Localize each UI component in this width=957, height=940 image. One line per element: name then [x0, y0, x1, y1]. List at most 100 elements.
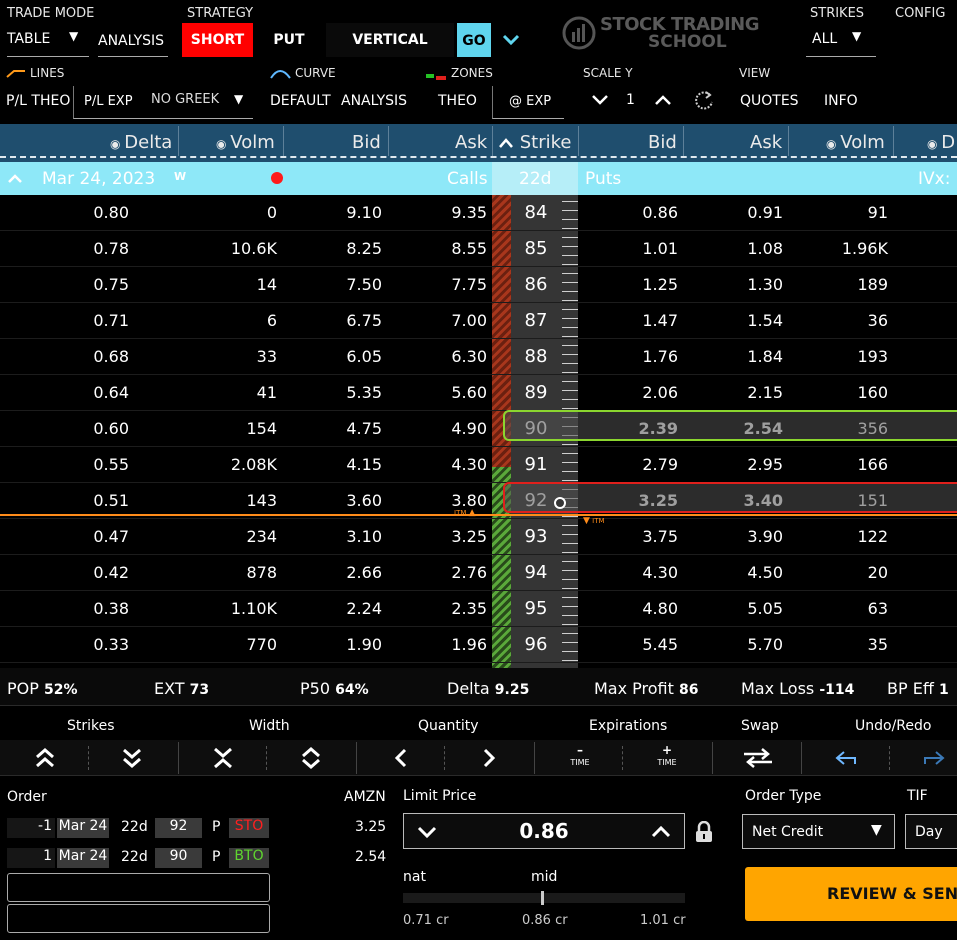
put-ask[interactable]: 4.50 — [747, 563, 783, 582]
put-bid[interactable]: 1.47 — [642, 311, 678, 330]
put-ask[interactable]: 3.90 — [747, 527, 783, 546]
leg2-qty[interactable]: 1 — [7, 848, 55, 868]
put-bid[interactable]: 1.76 — [642, 347, 678, 366]
redo-arrow-icon[interactable] — [922, 748, 946, 768]
lock-icon[interactable] — [695, 820, 713, 843]
empty-leg-slot-1[interactable] — [7, 873, 270, 902]
col-ask[interactable]: Ask — [455, 132, 488, 153]
leg1-type[interactable]: P — [212, 819, 221, 835]
put-ask[interactable]: 0.91 — [747, 203, 783, 222]
col-delta[interactable]: ◉ Delta — [110, 132, 173, 153]
selected-long-put-row[interactable] — [503, 410, 957, 441]
col-put-ask[interactable]: Ask — [750, 132, 783, 153]
call-bid[interactable]: 6.75 — [346, 311, 382, 330]
put-bid[interactable]: 4.80 — [642, 599, 678, 618]
quantity-increase-icon[interactable] — [476, 746, 500, 770]
price-slider-track[interactable] — [403, 893, 685, 903]
empty-leg-slot-2[interactable] — [7, 904, 270, 933]
chain-row[interactable]: 0.47 234 3.10 3.25 3.75 3.90 122 93 — [0, 519, 957, 555]
quotes-button[interactable]: QUOTES — [740, 93, 799, 109]
limit-price-field[interactable]: 0.86 — [403, 813, 685, 849]
call-bid[interactable]: 2.66 — [346, 563, 382, 582]
info-button[interactable]: INFO — [824, 93, 858, 109]
call-ask[interactable]: 2.35 — [451, 599, 487, 618]
call-bid[interactable]: 7.50 — [346, 275, 382, 294]
col-put-delta[interactable]: ◉ D — [927, 132, 956, 153]
theo-button[interactable]: THEO — [438, 93, 477, 109]
review-send-button[interactable]: REVIEW & SEN — [745, 867, 957, 921]
width-narrow-icon[interactable] — [211, 746, 235, 770]
call-ask[interactable]: 5.60 — [451, 383, 487, 402]
leg1-strike[interactable]: 92 — [155, 818, 202, 838]
chain-row[interactable]: 0.75 14 7.50 7.75 1.25 1.30 189 86 — [0, 267, 957, 303]
call-bid[interactable]: 5.35 — [346, 383, 382, 402]
strike-price[interactable]: 94 — [524, 562, 548, 583]
call-ask[interactable]: 3.80 — [451, 491, 487, 510]
put-button[interactable]: PUT — [255, 23, 323, 57]
undo-arrow-icon[interactable] — [834, 748, 858, 768]
put-bid[interactable]: 3.75 — [642, 527, 678, 546]
chain-row[interactable]: 0.80 0 9.10 9.35 0.86 0.91 91 84 — [0, 195, 957, 231]
leg2-strike[interactable]: 90 — [155, 848, 202, 868]
call-bid[interactable]: 6.05 — [346, 347, 382, 366]
put-ask[interactable]: 5.05 — [747, 599, 783, 618]
order-leg-2[interactable]: 1 Mar 24 22d 90 P BTO 2.54 — [7, 846, 386, 870]
call-ask[interactable]: 4.30 — [451, 455, 487, 474]
col-strike[interactable]: Strike — [498, 132, 571, 153]
expiration-later-button[interactable]: + TIME — [647, 744, 687, 772]
strike-price[interactable]: 84 — [524, 202, 548, 223]
call-ask[interactable]: 9.35 — [451, 203, 487, 222]
call-ask[interactable]: 3.25 — [451, 527, 487, 546]
collapse-chevron-icon[interactable] — [6, 170, 24, 188]
scale-up-chevron-icon[interactable] — [653, 90, 673, 110]
strike-price[interactable]: 95 — [524, 598, 548, 619]
put-ask[interactable]: 1.30 — [747, 275, 783, 294]
expiration-earlier-button[interactable]: – TIME — [560, 744, 600, 772]
chain-row[interactable]: 0.33 770 1.90 1.96 5.45 5.70 35 96 — [0, 627, 957, 663]
price-decrease-chevron-icon[interactable] — [416, 822, 438, 842]
put-bid[interactable]: 2.06 — [642, 383, 678, 402]
put-ask[interactable]: 5.70 — [747, 635, 783, 654]
short-button[interactable]: SHORT — [182, 23, 253, 57]
call-ask[interactable]: 4.90 — [451, 419, 487, 438]
put-bid[interactable]: 1.25 — [642, 275, 678, 294]
selected-short-put-row[interactable] — [503, 482, 957, 513]
pl-theo-button[interactable]: P/L THEO — [6, 93, 71, 109]
leg2-action[interactable]: BTO — [229, 848, 269, 868]
chain-row[interactable]: 0.71 6 6.75 7.00 1.47 1.54 36 87 — [0, 303, 957, 339]
at-exp-button[interactable]: @ EXP — [492, 86, 564, 119]
analysis-view-button[interactable]: ANALYSIS — [341, 93, 408, 109]
call-bid[interactable]: 9.10 — [346, 203, 382, 222]
call-bid[interactable]: 4.75 — [346, 419, 382, 438]
put-bid[interactable]: 5.45 — [642, 635, 678, 654]
put-ask[interactable]: 2.95 — [747, 455, 783, 474]
leg1-qty[interactable]: -1 — [7, 818, 55, 838]
call-bid[interactable]: 8.25 — [346, 239, 382, 258]
limit-price-value[interactable]: 0.86 — [519, 819, 569, 843]
chain-row[interactable]: 0.64 41 5.35 5.60 2.06 2.15 160 89 — [0, 375, 957, 411]
leg1-exp[interactable]: Mar 24 — [57, 818, 109, 838]
leg2-type[interactable]: P — [212, 849, 221, 865]
default-button[interactable]: DEFAULT — [270, 93, 331, 109]
quantity-decrease-icon[interactable] — [390, 746, 414, 770]
analysis-button[interactable]: ANALYSIS — [98, 33, 168, 57]
col-put-volm[interactable]: ◉ Volm — [826, 132, 885, 153]
tif-select[interactable]: Day — [905, 814, 957, 849]
go-dropdown-chevron-icon[interactable] — [500, 26, 522, 54]
width-widen-icon[interactable] — [299, 746, 323, 770]
strike-price[interactable]: 96 — [524, 634, 548, 655]
order-type-select[interactable]: Net Credit ▼ — [742, 814, 895, 849]
expiry-row[interactable] — [0, 162, 957, 195]
strike-price[interactable]: 88 — [524, 346, 548, 367]
put-bid[interactable]: 0.86 — [642, 203, 678, 222]
chain-row[interactable]: 0.38 1.10K 2.24 2.35 4.80 5.05 63 95 — [0, 591, 957, 627]
trade-mode-select[interactable]: TABLE ▼ — [7, 29, 89, 57]
swap-arrows-icon[interactable] — [742, 746, 774, 770]
leg2-exp[interactable]: Mar 24 — [57, 848, 109, 868]
config-button[interactable]: CONFIG — [895, 6, 946, 21]
price-increase-chevron-icon[interactable] — [650, 822, 672, 842]
chain-row[interactable]: 0.55 2.08K 4.15 4.30 2.79 2.95 166 91 — [0, 447, 957, 483]
scale-down-chevron-icon[interactable] — [590, 90, 610, 110]
strike-price[interactable]: 93 — [524, 526, 548, 547]
call-bid[interactable]: 3.60 — [346, 491, 382, 510]
